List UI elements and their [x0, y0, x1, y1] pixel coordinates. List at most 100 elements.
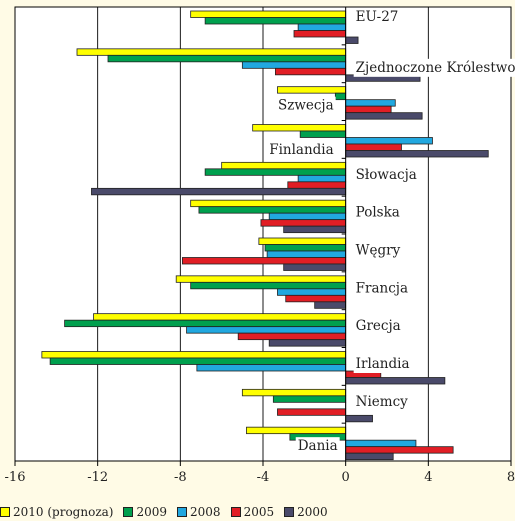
legend: 2010 (prognoza) 2009 2008 2005 2000	[0, 503, 515, 521]
bar-9-1	[49, 357, 347, 365]
legend-label-2005: 2005	[243, 505, 275, 519]
bar-4-3	[287, 181, 347, 189]
bar-1-2	[241, 61, 347, 69]
bar-2-4	[345, 112, 423, 120]
chart-svg: EU-27 Zjednoczone Królestwo Szwecja Finland…	[5, 6, 515, 485]
bar-1-3	[274, 67, 347, 76]
bar-7-4	[314, 301, 347, 309]
category-label-1: Zjednoczone Królestwo	[356, 60, 515, 76]
category-label-bg-6	[353, 241, 403, 260]
x-tick-label-1: -12	[87, 470, 108, 485]
bar-10-4	[345, 414, 373, 423]
x-tick-label-5: 4	[424, 470, 432, 485]
category-label-10: Niemcy	[356, 394, 408, 410]
bar-2-2	[345, 99, 396, 107]
category-label-6: Węgry	[356, 243, 401, 259]
bar-4-2	[297, 174, 347, 183]
category-label-9: Irlandia	[356, 356, 410, 372]
legend-swatch-2000	[284, 507, 295, 517]
bar-5-3	[260, 219, 347, 227]
legend-item-2008: 2008	[177, 505, 221, 519]
bar-5-0	[190, 199, 347, 208]
bar-6-2	[266, 250, 347, 258]
bar-11-3	[345, 446, 454, 454]
bar-7-0	[175, 275, 347, 283]
bar-9-4	[345, 377, 446, 385]
category-label-7: Francja	[356, 280, 408, 296]
legend-swatch-2008	[177, 507, 188, 517]
bar-8-1	[64, 319, 347, 328]
bar-9-0	[41, 351, 347, 359]
bar-3-1	[299, 130, 347, 138]
bar-10-0	[241, 388, 347, 397]
category-label-0: EU-27	[356, 9, 399, 25]
bar-2-1	[334, 92, 347, 101]
bar-0-3	[293, 30, 347, 38]
category-label-bg-2	[275, 96, 336, 115]
bar-0-2	[297, 23, 347, 31]
legend-item-2010: 2010 (prognoza)	[0, 505, 113, 519]
bar-2-0	[277, 86, 347, 94]
legend-label-2009: 2009	[136, 505, 168, 519]
bar-1-0	[76, 48, 347, 56]
bar-5-1	[198, 206, 347, 214]
bar-8-2	[186, 326, 347, 334]
x-tick-label-3: -4	[257, 470, 270, 485]
bar-7-1	[190, 281, 347, 290]
bar-8-3	[237, 332, 347, 341]
bar-6-0	[258, 237, 347, 245]
bar-7-3	[285, 294, 347, 303]
category-label-3: Finlandia	[269, 142, 333, 158]
bar-10-1	[272, 395, 347, 403]
bar-11-4	[345, 452, 394, 461]
category-label-bg-11	[295, 437, 340, 456]
category-label-8: Grecja	[356, 318, 401, 334]
bar-11-2	[345, 439, 417, 448]
bar-6-3	[181, 257, 347, 265]
bar-7-2	[277, 288, 347, 296]
bar-3-2	[345, 137, 433, 145]
bar-5-4	[283, 225, 347, 234]
bar-6-1	[264, 244, 347, 252]
category-label-bg-3	[267, 141, 336, 159]
category-label-bg-4	[353, 165, 419, 184]
category-label-bg-5	[353, 203, 402, 222]
x-tick-label-0: -16	[5, 470, 26, 485]
legend-item-2009: 2009	[123, 505, 167, 519]
legend-label-2010: 2010 (prognoza)	[13, 505, 114, 519]
x-tick-label-4: 0	[342, 470, 350, 485]
category-label-bg-9	[353, 355, 412, 373]
bar-6-4	[283, 263, 347, 271]
category-label-11: Dania	[298, 438, 338, 454]
x-tick-label-6: 8	[507, 470, 515, 485]
category-label-2: Szwecja	[278, 98, 334, 114]
legend-label-2008: 2008	[190, 505, 221, 519]
bar-0-0	[190, 10, 347, 18]
category-label-bg-7	[353, 279, 411, 298]
bar-4-1	[204, 168, 347, 176]
bar-5-2	[268, 212, 347, 221]
category-label-4: Słowacja	[356, 167, 417, 183]
legend-label-2000: 2000	[297, 505, 328, 519]
legend-item-2005: 2005	[230, 505, 275, 519]
category-label-5: Polska	[356, 205, 400, 221]
bar-10-3	[277, 408, 347, 416]
bar-4-0	[221, 161, 347, 170]
bar-2-3	[345, 105, 392, 114]
bar-0-4	[345, 36, 359, 44]
bar-1-1	[107, 54, 347, 63]
category-label-bg-0	[353, 8, 401, 26]
legend-item-2000: 2000	[284, 505, 328, 519]
bar-3-4	[345, 150, 489, 158]
bar-9-2	[196, 364, 347, 372]
bar-11-0	[246, 426, 347, 435]
category-label-bg-8	[353, 317, 403, 336]
bar-0-1	[204, 17, 347, 25]
legend-swatch-2005	[230, 507, 241, 517]
bar-8-4	[268, 339, 347, 347]
category-label-bg-1	[353, 58, 515, 77]
legend-swatch-2009	[123, 507, 134, 517]
bar-8-0	[93, 313, 347, 321]
bar-3-3	[345, 143, 402, 151]
